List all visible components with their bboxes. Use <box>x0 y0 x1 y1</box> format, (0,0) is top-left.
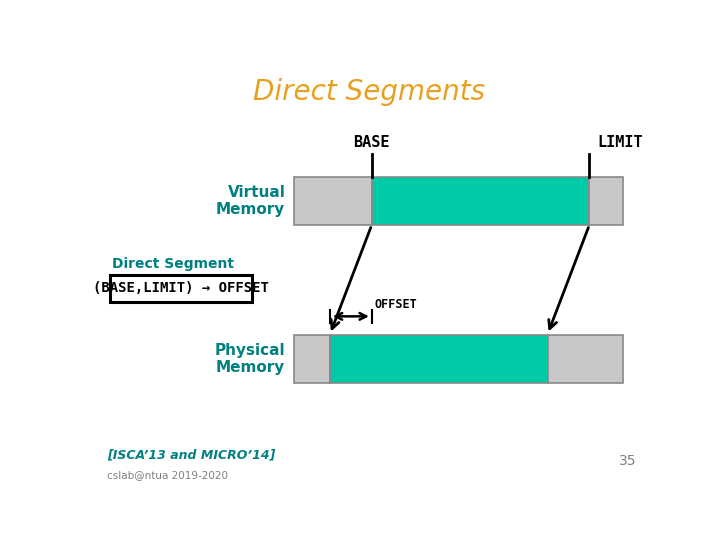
Text: BASE: BASE <box>354 135 390 150</box>
Bar <box>547 335 623 383</box>
Bar <box>590 177 623 225</box>
Text: (BASE,LIMIT) → OFFSET: (BASE,LIMIT) → OFFSET <box>93 281 269 295</box>
Bar <box>109 275 252 302</box>
Text: Virtual
Memory: Virtual Memory <box>216 185 285 217</box>
Text: OFFSET: OFFSET <box>374 299 418 312</box>
Bar <box>294 177 372 225</box>
Text: Physical
Memory: Physical Memory <box>215 343 285 375</box>
Bar <box>294 335 330 383</box>
Text: 35: 35 <box>619 454 637 468</box>
Text: LIMIT: LIMIT <box>598 135 643 150</box>
Text: [ISCA’13 and MICRO’14]: [ISCA’13 and MICRO’14] <box>107 449 275 462</box>
Text: Direct Segment: Direct Segment <box>112 258 234 272</box>
Bar <box>330 335 547 383</box>
Bar <box>372 177 590 225</box>
Text: cslab@ntua 2019-2020: cslab@ntua 2019-2020 <box>107 470 228 480</box>
Text: Direct Segments: Direct Segments <box>253 78 485 106</box>
